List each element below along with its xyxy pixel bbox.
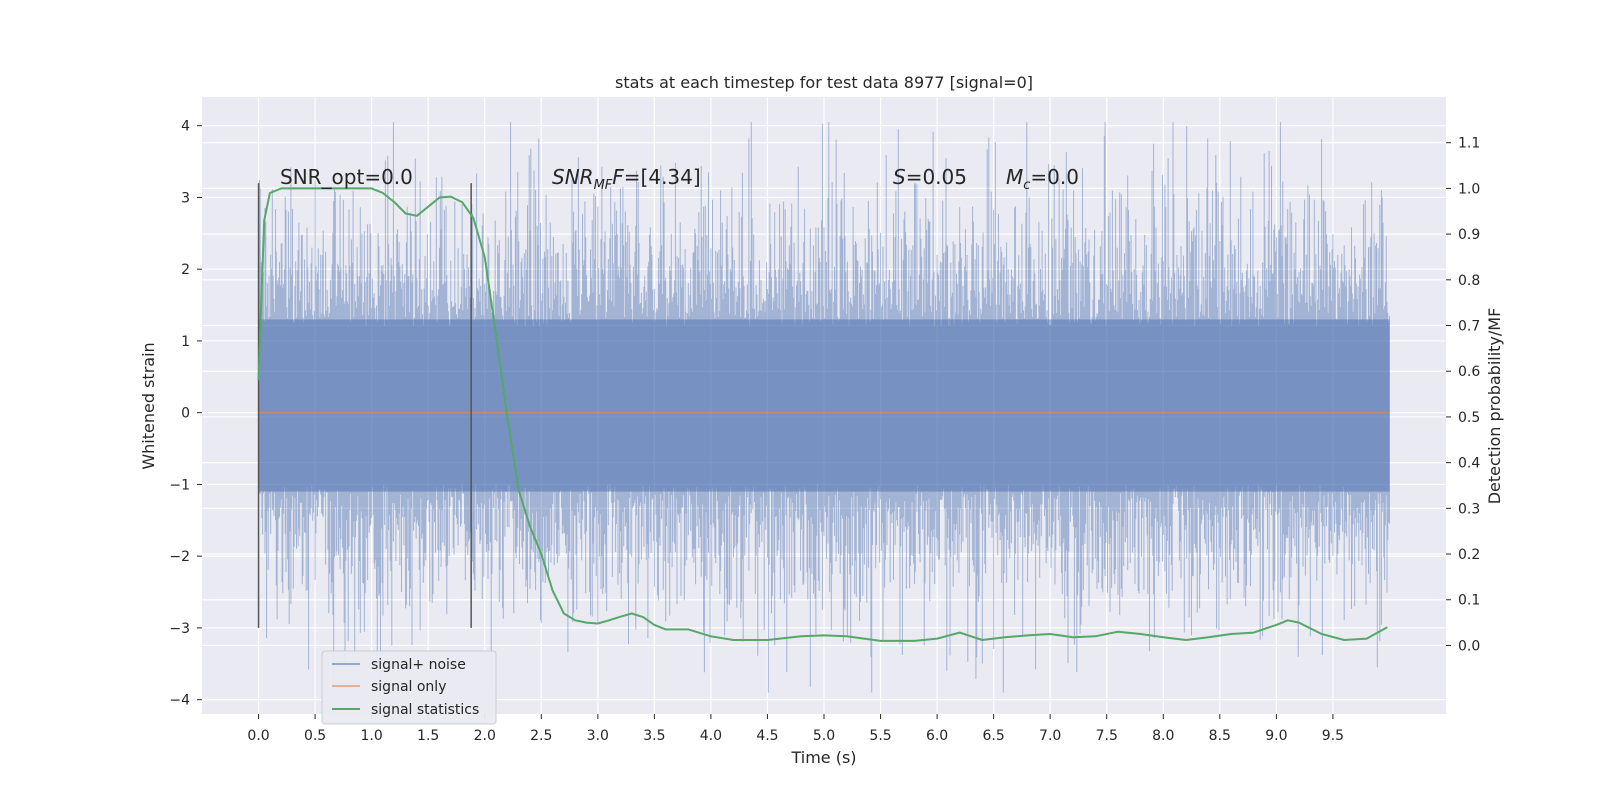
x-tick-0: 0.0 [247,728,269,744]
y-right-tick-3: 0.3 [1458,501,1480,517]
y-left-tick-4: 0 [181,406,190,422]
y-right-tick-2: 0.2 [1458,547,1480,563]
annotation-snr-mf-value: =[4.34] [624,165,701,189]
y-left-tick-5: 1 [181,334,190,350]
x-axis-label: Time (s) [790,748,856,767]
chart-title: stats at each timestep for test data 897… [615,73,1033,92]
x-tick-11: 5.5 [869,728,891,744]
y-left-tick-3: −1 [169,477,190,493]
y-right-axis-label: Detection probability/MF [1485,308,1504,505]
legend-label-signal-only: signal only [371,679,446,695]
x-tick-6: 3.0 [587,728,609,744]
x-tick-5: 2.5 [530,728,552,744]
legend-label-noise: signal+ noise [371,657,466,673]
y-left-axis-label: Whitened strain [139,342,158,469]
x-tick-3: 1.5 [417,728,439,744]
x-tick-2: 1.0 [361,728,383,744]
y-left-tick-labels: −4 −3 −2 −1 0 1 2 3 4 [169,119,202,709]
vertical-markers [257,183,472,628]
y-left-tick-1: −3 [169,621,190,637]
x-tick-8: 4.0 [700,728,722,744]
annotation-s-main: S [893,165,906,189]
y-right-tick-9: 0.9 [1458,227,1480,243]
x-tick-7: 3.5 [643,728,665,744]
x-tick-19: 9.5 [1322,728,1344,744]
y-left-tick-0: −4 [169,693,190,709]
y-left-tick-2: −2 [169,549,190,565]
y-left-tick-8: 4 [181,119,190,135]
y-left-tick-6: 2 [181,262,190,278]
x-tick-18: 9.0 [1265,728,1287,744]
y-right-tick-10: 1.0 [1458,181,1480,197]
y-right-tick-4: 0.4 [1458,456,1480,472]
x-tick-4: 2.0 [474,728,496,744]
legend-box [321,650,497,725]
y-right-tick-6: 0.6 [1458,364,1480,380]
x-tick-labels: 0.0 0.5 1.0 1.5 2.0 2.5 3.0 3.5 4.0 4.5 5.0 5.5 6.0 6… [247,714,1344,744]
y-right-tick-1: 0.1 [1458,593,1480,609]
x-tick-13: 6.5 [983,728,1005,744]
annotation-mc-sub: c [1023,178,1030,193]
annotation-mc: Mc=0.0 [1006,165,1079,193]
annotation-snr-mf: SNRMFF=[4.34] [552,165,701,193]
x-tick-15: 7.5 [1096,728,1118,744]
noise-dense-band [258,319,1390,492]
annotation-mc-value: =0.0 [1030,165,1079,189]
x-tick-16: 8.0 [1152,728,1174,744]
annotation-s-value: =0.05 [906,165,967,189]
legend-label-statistics: signal statistics [371,702,479,718]
x-tick-12: 6.0 [926,728,948,744]
x-tick-9: 4.5 [756,728,778,744]
y-right-tick-5: 0.5 [1458,410,1480,426]
annotation-snr-opt: SNR_opt=0.0 [280,165,413,189]
y-right-tick-11: 1.1 [1458,136,1480,152]
annotation-s: S=0.05 [893,165,967,189]
annotation-snr-mf-main: SNR [552,165,594,189]
y-left-tick-7: 3 [181,190,190,206]
statistics-line [257,187,1388,642]
x-tick-17: 8.5 [1209,728,1231,744]
series-signal-noise [258,122,1390,693]
y-right-tick-7: 0.7 [1458,319,1480,335]
annotation-snr-mf-f: F [612,165,624,189]
series-signal-statistics [257,187,1388,642]
y-right-tick-0: 0.0 [1458,638,1480,654]
annotation-mc-main: M [1006,165,1023,189]
x-tick-10: 5.0 [813,728,835,744]
legend: signal+ noise signal only signal statist… [321,650,497,725]
y-right-tick-labels: 0.0 0.1 0.2 0.3 0.4 0.5 0.6 0.7 0.8 0.9 1.0 1.1 [1446,136,1480,654]
annotation-snr-mf-sub: MF [594,178,613,193]
x-tick-14: 7.0 [1039,728,1061,744]
y-right-tick-8: 0.8 [1458,273,1480,289]
x-tick-1: 0.5 [304,728,326,744]
